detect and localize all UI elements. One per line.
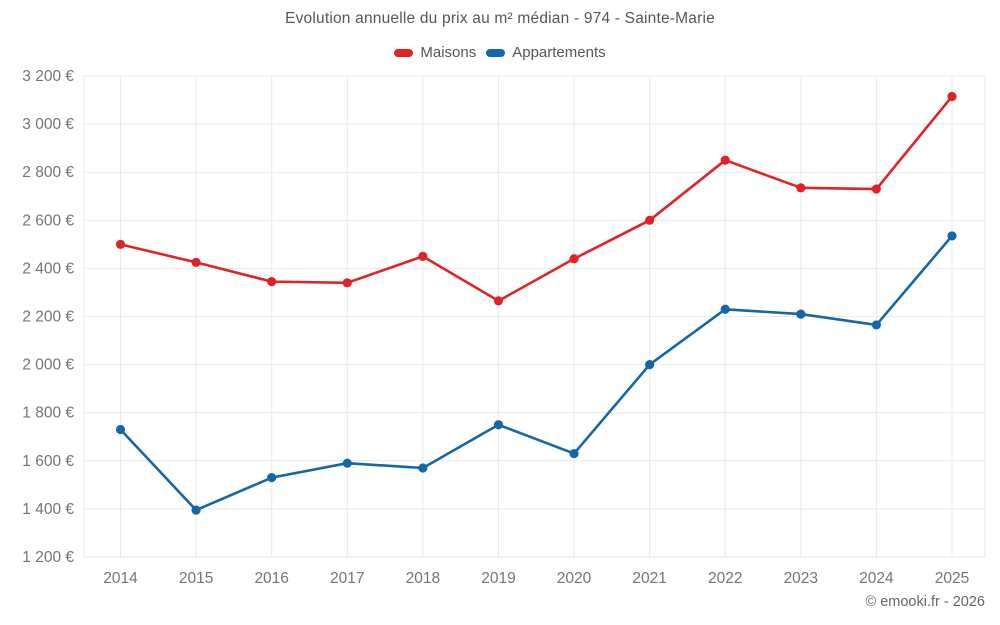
maisons-data-point[interactable] (191, 257, 201, 267)
maisons-data-point[interactable] (947, 91, 957, 102)
x-tick-label: 2025 (935, 570, 969, 587)
maisons-swatch-icon (394, 48, 414, 57)
y-tick-label: 3 200 € (22, 68, 74, 85)
appartements-data-point[interactable] (418, 463, 428, 473)
y-tick-label: 2 000 € (22, 357, 74, 374)
maisons-data-point[interactable] (418, 251, 428, 261)
y-tick-label: 2 600 € (22, 212, 74, 229)
x-tick-label: 2018 (406, 570, 440, 587)
maisons-data-point[interactable] (645, 215, 655, 225)
y-tick-label: 1 600 € (22, 453, 74, 470)
y-tick-label: 2 200 € (22, 309, 74, 326)
maisons-data-point[interactable] (115, 239, 126, 249)
y-tick-label: 2 400 € (22, 260, 74, 277)
legend-label-maisons: Maisons (420, 44, 477, 61)
maisons-data-point[interactable] (569, 254, 579, 264)
appartements-data-point[interactable] (267, 473, 277, 483)
maisons-data-point[interactable] (871, 184, 882, 194)
x-tick-label: 2015 (179, 570, 213, 587)
appartements-data-point[interactable] (493, 420, 504, 430)
x-tick-label: 2023 (784, 570, 818, 587)
y-tick-label: 1 800 € (22, 405, 74, 422)
appartements-data-point[interactable] (720, 304, 730, 314)
x-tick-label: 2024 (859, 570, 894, 587)
appartements-data-point[interactable] (115, 424, 126, 435)
y-tick-label: 2 800 € (22, 164, 74, 181)
copyright-footer: © emooki.fr - 2026 (865, 594, 985, 610)
appartements-data-point[interactable] (796, 309, 806, 319)
y-tick-label: 3 000 € (22, 116, 74, 133)
y-tick-label: 1 400 € (22, 501, 74, 518)
x-tick-label: 2016 (254, 570, 288, 587)
chart-title: Evolution annuelle du prix au m² médian … (285, 10, 715, 27)
x-tick-label: 2020 (557, 570, 592, 587)
chart-legend: Maisons Appartements (0, 44, 1000, 61)
x-tick-label: 2017 (330, 570, 364, 587)
x-tick-label: 2022 (708, 570, 742, 587)
appartements-data-point[interactable] (871, 320, 882, 330)
appartements-data-point[interactable] (191, 505, 201, 515)
maisons-line (119, 95, 954, 303)
appartements-line (119, 234, 954, 512)
x-tick-label: 2014 (103, 570, 138, 587)
appartements-data-point[interactable] (342, 458, 352, 468)
x-tick-label: 2019 (481, 570, 515, 587)
maisons-data-point[interactable] (796, 183, 806, 193)
appartements-swatch-icon (486, 48, 506, 57)
maisons-data-point[interactable] (720, 155, 730, 165)
y-tick-label: 1 200 € (22, 549, 74, 566)
maisons-data-point[interactable] (342, 278, 352, 288)
maisons-data-point[interactable] (493, 296, 504, 306)
appartements-data-point[interactable] (569, 448, 579, 459)
maisons-data-point[interactable] (267, 277, 277, 287)
appartements-data-point[interactable] (947, 231, 957, 241)
appartements-data-point[interactable] (645, 360, 655, 370)
legend-label-appartements: Appartements (512, 44, 606, 61)
legend-item-maisons[interactable]: Maisons (394, 44, 476, 61)
x-tick-label: 2021 (632, 570, 666, 587)
legend-item-appartements[interactable]: Appartements (486, 44, 606, 61)
